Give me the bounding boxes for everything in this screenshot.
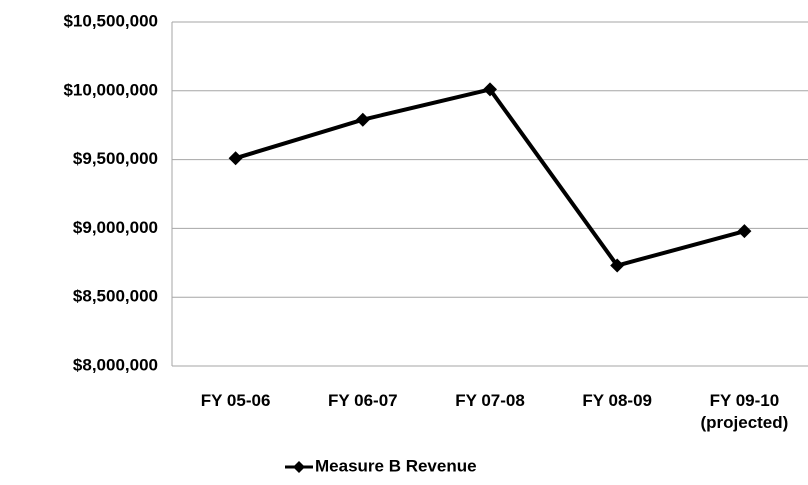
x-tick-label: FY 08-09	[582, 391, 652, 410]
data-point	[355, 112, 370, 127]
y-tick-label: $8,000,000	[73, 355, 158, 374]
data-point	[610, 258, 625, 273]
data-point	[483, 82, 497, 97]
x-tick-label: FY 05-06	[200, 391, 271, 410]
y-tick-label: $9,000,000	[73, 218, 158, 237]
x-tick-label: FY 09-10 (projected)	[700, 391, 789, 432]
legend-label: Measure B Revenue	[315, 456, 477, 475]
data-point	[737, 224, 752, 239]
x-tick-label: FY 06-07	[327, 391, 398, 410]
y-tick-label: $9,500,000	[73, 149, 158, 168]
y-tick-label: $8,500,000	[73, 287, 158, 306]
legend-marker	[293, 461, 305, 473]
data-point	[228, 151, 243, 166]
y-tick-label: $10,000,000	[63, 80, 158, 99]
y-tick-label: $10,500,000	[63, 11, 158, 30]
x-tick-label: FY 07-08	[455, 391, 525, 410]
series-line	[235, 87, 745, 268]
